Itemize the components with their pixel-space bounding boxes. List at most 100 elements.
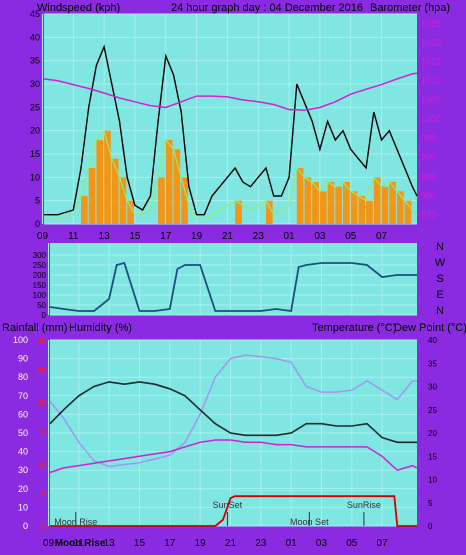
humidity-axis-title: Humidity (%) bbox=[69, 322, 132, 334]
barometer-tick-label: 1015 bbox=[421, 57, 441, 67]
temperature-x-tick-label: 15 bbox=[134, 538, 146, 549]
temperature-x-tick-label: 05 bbox=[346, 538, 358, 549]
rainfall-tick-label: 20 bbox=[37, 398, 46, 407]
windspeed-tick-label: 15 bbox=[30, 149, 40, 159]
wind-gust-bar bbox=[358, 196, 366, 224]
barometer-tick-label: 995 bbox=[421, 133, 436, 143]
wind-x-tick-label: 23 bbox=[253, 231, 265, 242]
wind-gust-bar bbox=[366, 200, 373, 224]
barometer-axis-ticks: 975 980 985 990 995 1000 1005 1010 1015 1020 1025 bbox=[421, 19, 441, 220]
annotation-label: Moon Set bbox=[290, 517, 329, 527]
rainfall-line bbox=[50, 495, 417, 527]
dewpoint-line bbox=[49, 439, 418, 474]
humidity-tick-label: 30 bbox=[18, 465, 28, 475]
temperature-x-axis-ticks: 11 13 15 17 19 21 23 01 03 05 07 09 Moon Rise bbox=[43, 538, 388, 549]
temperature-x-tick-label: 01 bbox=[286, 538, 298, 549]
temperature-tick-label: 15 bbox=[428, 452, 437, 461]
annotation-label: SunSet bbox=[213, 500, 243, 510]
temperature-tick-label: 30 bbox=[428, 383, 437, 392]
wind-gust-bar bbox=[165, 140, 173, 224]
humidity-tick-label: 70 bbox=[18, 391, 28, 401]
temperature-axis-title: Temperature (°C) bbox=[312, 322, 396, 334]
wind-x-tick-label: 03 bbox=[314, 231, 326, 242]
wind-x-tick-label: 13 bbox=[99, 231, 111, 242]
direction-line bbox=[49, 261, 417, 313]
humidity-tick-label: 100 bbox=[13, 335, 28, 345]
windspeed-axis-ticks: 0 5 10 15 20 25 30 35 40 45 bbox=[30, 9, 40, 229]
temperature-x-tick-label: 19 bbox=[195, 538, 207, 549]
sun-moon-annotations: Moon Rise SunSet Moon Set SunRise bbox=[54, 500, 381, 527]
rainfall-tick-label: 5 bbox=[42, 491, 47, 500]
barometer-tick-label: 1010 bbox=[421, 76, 441, 86]
direction-tick-label: 50 bbox=[37, 301, 46, 310]
humidity-tick-label: 0 bbox=[23, 521, 28, 531]
humidity-tick-label: 50 bbox=[18, 428, 28, 438]
wind-gust-bar bbox=[373, 177, 381, 224]
wind-gust-bar bbox=[335, 186, 343, 224]
temperature-x-tick-label: 03 bbox=[316, 538, 328, 549]
temperature-x-tick-label: 21 bbox=[225, 538, 237, 549]
barometer-tick-label: 1000 bbox=[421, 114, 441, 124]
direction-grid bbox=[47, 243, 417, 316]
temperature-tick-label: 10 bbox=[428, 476, 437, 485]
wind-gust-bar bbox=[319, 191, 327, 224]
temperature-tick-label: 20 bbox=[428, 429, 437, 438]
temperature-x-tick-label: 17 bbox=[164, 538, 176, 549]
humidity-tick-label: 90 bbox=[18, 354, 28, 364]
wind-gust-bar bbox=[127, 200, 134, 224]
temperature-tick-label: 5 bbox=[428, 499, 433, 508]
rainfall-axis-ticks: 0 5 10 15 20 25 30 bbox=[37, 336, 46, 531]
annotation-label: Moon Rise bbox=[54, 517, 97, 527]
wind-gust-bar bbox=[389, 182, 396, 224]
wind-x-tick-label: 11 bbox=[68, 231, 79, 242]
temperature-x-tick-label: 23 bbox=[255, 538, 267, 549]
wind-gust-bar bbox=[235, 200, 242, 224]
temperature-series bbox=[49, 354, 418, 527]
temperature-x-tick-label: 11 bbox=[74, 538, 85, 549]
wind-gust-bar bbox=[173, 149, 181, 224]
wind-x-tick-label: 15 bbox=[129, 231, 141, 242]
wind-x-tick-label: 01 bbox=[284, 231, 296, 242]
direction-tick-label: 100 bbox=[33, 291, 47, 300]
wind-gust-bar bbox=[404, 200, 412, 224]
compass-label: W bbox=[435, 257, 446, 269]
direction-plot-area bbox=[50, 243, 417, 315]
wind-series bbox=[43, 44, 418, 224]
compass-label: N bbox=[436, 241, 444, 253]
wind-gust-bar bbox=[343, 182, 350, 224]
windspeed-tick-label: 10 bbox=[30, 172, 40, 182]
wind-x-tick-label: 19 bbox=[191, 231, 203, 242]
compass-label: E bbox=[436, 289, 443, 301]
barometer-tick-label: 1025 bbox=[421, 19, 441, 29]
temperature-tick-label: 0 bbox=[428, 522, 433, 531]
wind-gust-bar bbox=[265, 200, 273, 224]
barometer-tick-label: 1020 bbox=[421, 38, 441, 48]
humidity-tick-label: 60 bbox=[18, 409, 28, 419]
wind-gust-bar bbox=[80, 196, 88, 224]
barometer-line bbox=[43, 72, 418, 111]
windspeed-tick-label: 5 bbox=[35, 196, 40, 206]
temperature-tick-label: 35 bbox=[428, 359, 437, 368]
wind-x-tick-label: 07 bbox=[376, 231, 388, 242]
compass-label: N bbox=[436, 305, 444, 317]
wind-x-tick-label: 21 bbox=[222, 231, 234, 242]
annotation-label: SunRise bbox=[347, 500, 381, 510]
rainfall-tick-label: 0 bbox=[42, 522, 47, 531]
humidity-axis-ticks: 0 10 20 30 40 50 60 70 80 90 100 bbox=[13, 335, 28, 531]
direction-tick-label: 150 bbox=[33, 281, 47, 290]
humidity-tick-label: 40 bbox=[18, 447, 28, 457]
rainfall-tick-label: 10 bbox=[37, 460, 46, 469]
barometer-tick-label: 980 bbox=[421, 190, 436, 200]
wind-average-line bbox=[44, 44, 418, 216]
wind-gust-bar bbox=[350, 191, 358, 224]
wind-gust-bar bbox=[158, 177, 165, 224]
barometer-tick-label: 985 bbox=[421, 171, 436, 181]
wind-gust-bar bbox=[119, 177, 127, 224]
wind-gust-line bbox=[44, 129, 418, 220]
wind-gust-bar bbox=[96, 140, 104, 224]
barometer-tick-label: 990 bbox=[421, 152, 436, 162]
temperature-axis-ticks: 0 5 10 15 20 25 30 35 40 bbox=[428, 336, 437, 531]
